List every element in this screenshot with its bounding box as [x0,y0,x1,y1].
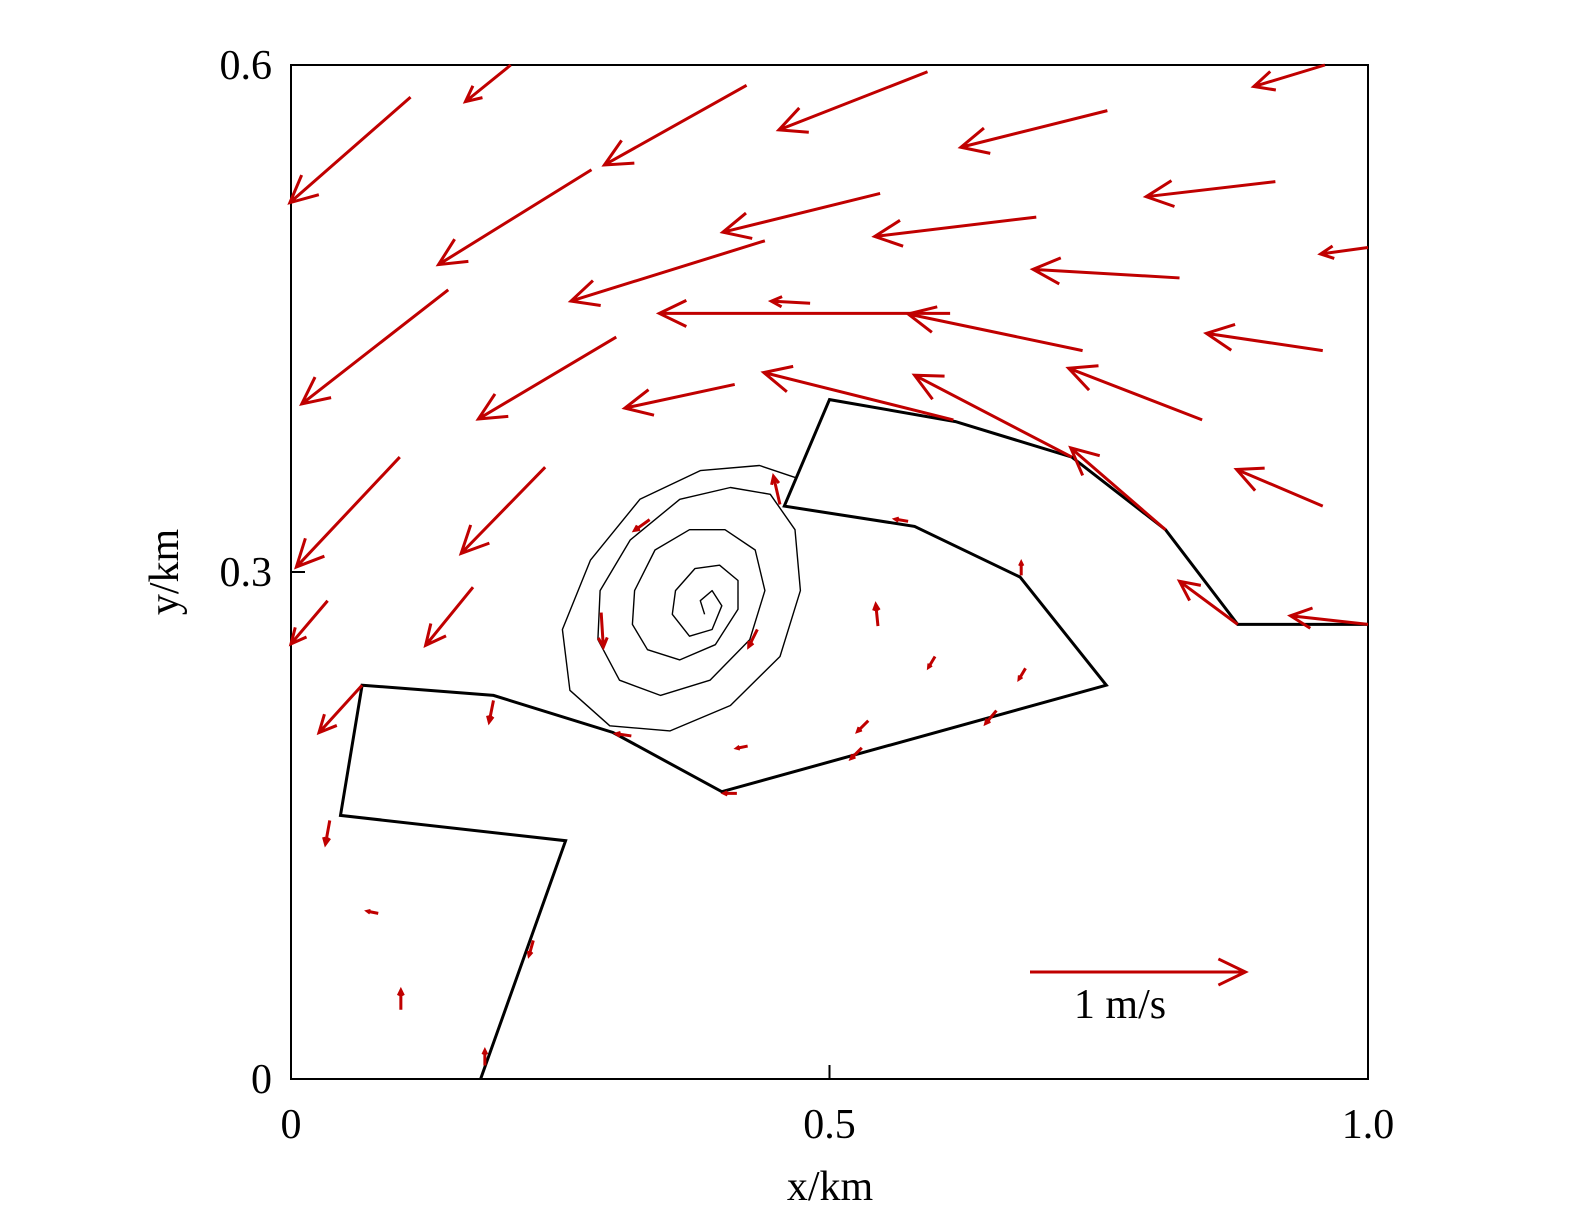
velocity-arrow [1068,445,1167,531]
velocity-arrow [462,63,512,104]
velocity-arrow [526,940,535,959]
velocity-arrow [631,518,651,533]
velocity-arrow [458,466,547,556]
velocity-arrow [760,364,954,422]
streamline [561,464,802,732]
velocity-arrow [911,373,1073,459]
velocity-arrow [601,83,748,167]
velocity-arrow [596,612,609,651]
velocity-arrow [423,586,475,649]
x-tick-label: 0.5 [803,1102,856,1148]
velocity-arrow [364,908,379,915]
velocity-arrow [1233,466,1324,508]
velocity-arrow [770,473,782,505]
x-axis-label: x/km [787,1164,874,1210]
velocity-arrow [775,70,929,134]
key-arrow [1030,957,1249,987]
velocity-arrow [957,109,1108,155]
boundary [338,397,1368,1080]
y-axis-label: y/km [142,529,188,616]
velocity-arrow [475,335,618,421]
velocity-arrow [288,599,329,647]
velocity-arrow [486,700,495,726]
velocity-arrow [621,382,736,417]
velocity-arrow [1018,559,1025,576]
velocity-arrow [926,655,937,671]
velocity-arrow [1029,256,1180,286]
velocity-arrow [733,744,748,751]
velocity-arrow [872,601,881,627]
velocity-arrow [855,719,870,734]
x-tick-label: 1.0 [1342,1102,1395,1148]
velocity-arrow [287,95,412,205]
velocity-arrow [1065,364,1203,422]
y-tick-label: 0.6 [220,43,273,89]
velocity-arrow [612,730,632,738]
velocity-arrow [720,790,737,797]
velocity-arrow [1017,667,1027,683]
velocity-arrow [904,305,1083,353]
velocity-arrow [767,295,811,309]
velocity-arrow [435,168,593,267]
velocity-arrow [299,288,450,407]
y-tick-label: 0 [251,1057,272,1103]
velocity-arrow [1317,244,1369,260]
velocity-arrow [747,628,759,650]
velocity-arrow [481,1046,489,1066]
plot-frame [290,64,1369,1080]
velocity-arrow [567,239,766,307]
velocity-arrow [316,684,364,736]
velocity-arrow [294,456,401,570]
key-label: 1 m/s [1074,982,1166,1028]
velocity-arrow [1142,179,1276,208]
velocity-arrow [322,820,332,848]
velocity-arrow [719,191,881,240]
velocity-arrow [848,746,863,761]
velocity-arrow [396,986,405,1010]
velocity-arrow [1176,579,1239,626]
velocity-arrow [655,299,951,328]
velocity-arrow [1287,606,1369,630]
velocity-arrow [871,215,1037,248]
velocity-arrow [1203,322,1323,353]
velocity-arrow [1250,63,1326,92]
y-tick-label: 0.3 [220,550,273,596]
x-tick-label: 0 [281,1102,302,1148]
velocity-arrow [983,709,998,727]
velocity-arrow [891,516,909,523]
